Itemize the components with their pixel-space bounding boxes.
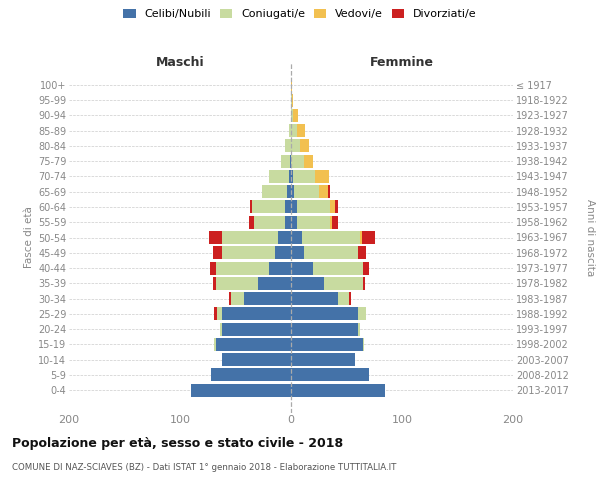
Bar — [291, 200, 296, 213]
Bar — [293, 109, 298, 122]
Text: Maschi: Maschi — [155, 56, 205, 69]
Bar — [209, 231, 222, 244]
Bar — [291, 154, 304, 168]
Bar — [289, 124, 291, 137]
Bar — [275, 246, 291, 259]
Bar — [262, 185, 287, 198]
Bar — [214, 246, 222, 259]
Bar — [291, 308, 358, 320]
Bar — [291, 338, 363, 351]
Bar — [215, 277, 258, 290]
Bar — [296, 124, 305, 137]
Bar — [291, 277, 325, 290]
Bar — [363, 262, 368, 274]
Y-axis label: Anni di nascita: Anni di nascita — [586, 199, 595, 276]
Bar — [210, 262, 215, 274]
Bar — [278, 231, 291, 244]
Text: COMUNE DI NAZ-SCIAVES (BZ) - Dati ISTAT 1° gennaio 2018 - Elaborazione TUTTITALI: COMUNE DI NAZ-SCIAVES (BZ) - Dati ISTAT … — [12, 462, 397, 471]
Legend: Celibi/Nubili, Coniugati/e, Vedovi/e, Divorziati/e: Celibi/Nubili, Coniugati/e, Vedovi/e, Di… — [120, 6, 480, 22]
Bar — [290, 154, 291, 168]
Bar — [291, 185, 295, 198]
Bar — [220, 322, 222, 336]
Bar — [349, 292, 351, 305]
Bar — [254, 216, 286, 228]
Bar — [328, 185, 330, 198]
Bar — [304, 154, 313, 168]
Bar — [191, 384, 291, 396]
Bar — [296, 200, 330, 213]
Bar — [291, 368, 368, 382]
Bar — [269, 262, 291, 274]
Bar — [291, 78, 292, 92]
Bar — [244, 292, 291, 305]
Bar — [304, 246, 358, 259]
Bar — [325, 277, 363, 290]
Bar — [319, 185, 328, 198]
Bar — [289, 170, 291, 183]
Bar — [296, 216, 330, 228]
Bar — [215, 262, 269, 274]
Bar — [291, 170, 293, 183]
Bar — [362, 231, 376, 244]
Bar — [211, 368, 291, 382]
Bar — [292, 94, 293, 106]
Y-axis label: Fasce di età: Fasce di età — [23, 206, 34, 268]
Bar — [291, 94, 292, 106]
Bar — [291, 322, 358, 336]
Bar — [291, 216, 296, 228]
Bar — [338, 292, 349, 305]
Bar — [222, 308, 291, 320]
Bar — [258, 277, 291, 290]
Bar — [291, 109, 293, 122]
Bar — [293, 170, 316, 183]
Bar — [286, 200, 291, 213]
Bar — [222, 231, 278, 244]
Bar — [358, 246, 367, 259]
Bar — [217, 308, 222, 320]
Bar — [291, 231, 302, 244]
Bar — [291, 124, 296, 137]
Bar — [358, 308, 367, 320]
Bar — [335, 200, 338, 213]
Bar — [286, 140, 291, 152]
Bar — [360, 231, 362, 244]
Bar — [363, 338, 364, 351]
Bar — [252, 200, 286, 213]
Text: Femmine: Femmine — [370, 56, 434, 69]
Bar — [316, 170, 329, 183]
Bar — [231, 292, 244, 305]
Text: Popolazione per età, sesso e stato civile - 2018: Popolazione per età, sesso e stato civil… — [12, 438, 343, 450]
Bar — [281, 154, 290, 168]
Bar — [214, 277, 215, 290]
Bar — [295, 185, 319, 198]
Bar — [332, 216, 338, 228]
Bar — [330, 200, 335, 213]
Bar — [291, 246, 304, 259]
Bar — [215, 338, 291, 351]
Bar — [291, 262, 313, 274]
Bar — [222, 322, 291, 336]
Bar — [291, 353, 355, 366]
Bar — [291, 292, 338, 305]
Bar — [291, 384, 385, 396]
Bar — [229, 292, 231, 305]
Bar — [330, 216, 332, 228]
Bar — [214, 338, 215, 351]
Bar — [363, 277, 365, 290]
Bar — [222, 246, 275, 259]
Bar — [302, 231, 360, 244]
Bar — [358, 322, 360, 336]
Bar — [287, 185, 291, 198]
Bar — [286, 216, 291, 228]
Bar — [313, 262, 363, 274]
Bar — [269, 170, 289, 183]
Bar — [300, 140, 309, 152]
Bar — [250, 200, 252, 213]
Bar — [291, 140, 300, 152]
Bar — [222, 353, 291, 366]
Bar — [214, 308, 217, 320]
Bar — [249, 216, 254, 228]
